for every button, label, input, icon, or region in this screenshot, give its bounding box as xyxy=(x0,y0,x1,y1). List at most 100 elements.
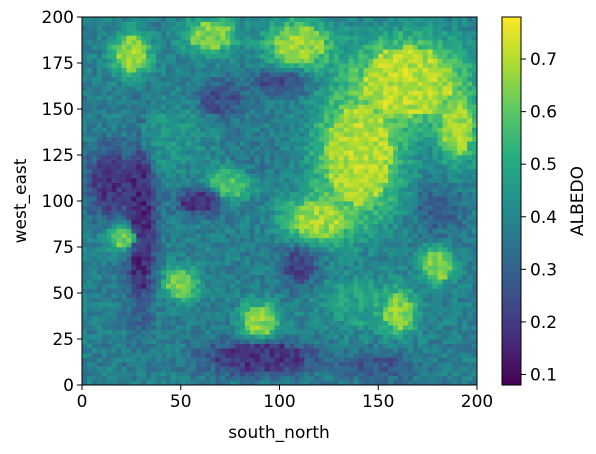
heatmap-cell xyxy=(368,297,374,303)
heatmap-cell xyxy=(116,205,122,211)
heatmap-cell xyxy=(146,104,152,110)
heatmap-cell xyxy=(353,288,359,294)
heatmap-cell xyxy=(412,316,419,321)
heatmap-cell xyxy=(146,334,152,340)
heatmap-cell xyxy=(333,329,340,335)
heatmap-cell xyxy=(121,159,127,165)
heatmap-cell xyxy=(101,210,107,216)
heatmap-cell xyxy=(442,164,448,170)
heatmap-cell xyxy=(388,168,394,174)
heatmap-cell xyxy=(442,329,448,335)
heatmap-cell xyxy=(254,118,261,124)
heatmap-cell xyxy=(304,145,310,151)
heatmap-cell xyxy=(368,288,374,294)
heatmap-cell xyxy=(412,150,419,156)
heatmap-cell xyxy=(151,283,157,289)
heatmap-cell xyxy=(353,99,359,105)
heatmap-cell xyxy=(180,279,186,285)
heatmap-cell xyxy=(422,256,428,262)
heatmap-cell xyxy=(304,205,310,211)
heatmap-cell xyxy=(323,219,330,225)
heatmap-cell xyxy=(314,329,320,335)
heatmap-cell xyxy=(210,339,216,344)
heatmap-cell xyxy=(412,265,419,271)
heatmap-cell xyxy=(170,302,177,308)
heatmap-cell xyxy=(136,329,142,335)
heatmap-cell xyxy=(343,196,349,202)
heatmap-cell xyxy=(472,279,477,285)
heatmap-cell xyxy=(131,274,137,280)
heatmap-cell xyxy=(269,196,275,202)
heatmap-cell xyxy=(274,343,280,349)
heatmap-cell xyxy=(126,334,132,340)
heatmap-cell xyxy=(373,196,379,202)
heatmap-cell xyxy=(161,371,167,377)
heatmap-cell xyxy=(165,270,172,275)
heatmap-cell xyxy=(116,297,122,303)
heatmap-cell xyxy=(156,311,162,317)
heatmap-cell xyxy=(91,247,98,252)
heatmap-cell xyxy=(388,99,394,105)
heatmap-cell xyxy=(437,237,443,243)
heatmap-cell xyxy=(328,242,335,248)
heatmap-cell xyxy=(452,362,458,367)
heatmap-cell xyxy=(91,113,98,119)
heatmap-cell xyxy=(338,283,344,289)
heatmap-cell xyxy=(299,311,305,317)
heatmap-cell xyxy=(294,233,300,239)
heatmap-cell xyxy=(106,182,112,188)
heatmap-cell xyxy=(467,325,473,331)
heatmap-cell xyxy=(358,233,364,239)
heatmap-cell xyxy=(269,178,275,183)
heatmap-cell xyxy=(368,219,374,225)
heatmap-cell xyxy=(225,251,231,257)
heatmap-cell xyxy=(116,251,122,257)
heatmap-cell xyxy=(225,274,231,280)
heatmap-cell xyxy=(190,196,196,202)
heatmap-cell xyxy=(156,168,162,174)
heatmap-cell xyxy=(131,293,137,298)
heatmap-cell xyxy=(200,150,206,156)
heatmap-cell xyxy=(412,288,419,294)
heatmap-cell xyxy=(398,352,404,358)
heatmap-cell xyxy=(348,279,354,285)
heatmap-cell xyxy=(146,343,152,349)
heatmap-cell xyxy=(412,136,419,142)
heatmap-cell xyxy=(447,362,453,367)
heatmap-cell xyxy=(244,136,251,142)
heatmap-cell xyxy=(442,155,448,160)
heatmap-cell xyxy=(299,260,305,266)
heatmap-cell xyxy=(244,339,251,344)
heatmap-cell xyxy=(101,279,107,285)
heatmap-cell xyxy=(417,205,423,211)
heatmap-cell xyxy=(165,224,172,229)
heatmap-cell xyxy=(116,362,122,367)
heatmap-cell xyxy=(230,256,236,262)
heatmap-cell xyxy=(230,352,236,358)
heatmap-cell xyxy=(269,334,275,340)
heatmap-cell xyxy=(240,164,246,170)
heatmap-cell xyxy=(96,297,103,303)
heatmap-cell xyxy=(180,113,186,119)
heatmap-cell xyxy=(200,247,206,252)
heatmap-cell xyxy=(343,164,349,170)
heatmap-cell xyxy=(407,164,414,170)
heatmap-cell xyxy=(294,366,300,372)
heatmap-cell xyxy=(96,251,103,257)
heatmap-cell xyxy=(393,237,399,243)
heatmap-cell xyxy=(343,155,349,160)
heatmap-cell xyxy=(136,191,142,197)
heatmap-cell xyxy=(121,237,127,243)
heatmap-cell xyxy=(422,168,428,174)
heatmap-cell xyxy=(383,362,389,367)
heatmap-cell xyxy=(180,256,186,262)
heatmap-cell xyxy=(195,136,201,142)
heatmap-cell xyxy=(378,132,384,137)
heatmap-cell xyxy=(264,380,270,385)
heatmap-cell xyxy=(175,348,182,354)
heatmap-cell xyxy=(175,302,182,308)
heatmap-cell xyxy=(86,270,93,275)
heatmap-cell xyxy=(126,164,132,170)
heatmap-cell xyxy=(111,366,117,372)
heatmap-cell xyxy=(165,247,172,252)
